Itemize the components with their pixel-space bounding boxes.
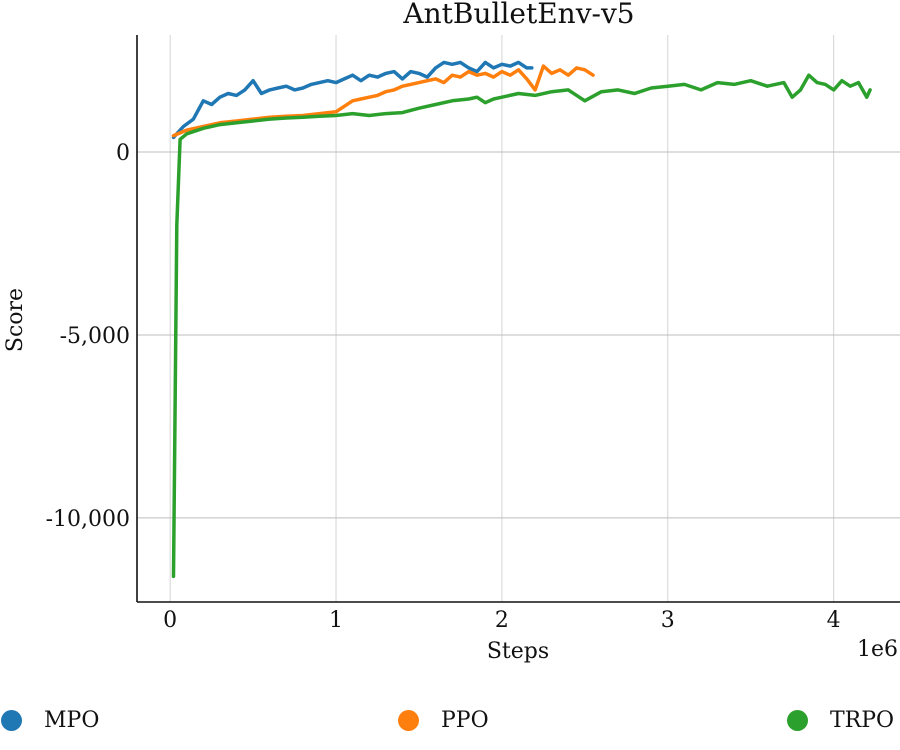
y-tick-label: -5,000 [60,324,130,349]
series-line-mpo [171,60,534,140]
x-offset-label: 1e6 [857,637,898,662]
x-tick-label: 3 [661,608,675,633]
y-tick-label: -10,000 [46,507,130,532]
series-lines [171,60,872,579]
x-tick-label: 1 [329,608,343,633]
legend-item-trpo: TRPO [787,704,894,736]
legend-dot-mpo [1,709,22,731]
legend-label-ppo: PPO [441,707,489,733]
x-tick-label: 2 [495,608,509,633]
legend-dot-ppo [398,709,419,731]
grid [137,35,900,602]
y-tick-label: 0 [116,141,130,166]
x-tick-label: 0 [163,608,177,633]
chart-title: AntBulletEnv-v5 [402,0,634,30]
chart: AntBulletEnv-v5 0 1 2 3 4 0 -5,000 -10,000 Step… [3,0,900,664]
legend-label-mpo: MPO [44,707,100,733]
y-axis-label: Score [3,288,28,352]
series-line-ppo [171,64,595,138]
legend-dot-trpo [787,709,808,731]
legend-item-ppo: PPO [398,704,489,736]
x-tick-label: 4 [827,608,841,633]
series-line-trpo [171,73,872,579]
x-axis-label: Steps [487,639,549,664]
legend: MPO PPO TRPO [0,704,900,736]
legend-label-trpo: TRPO [830,707,895,733]
tick-labels: 0 1 2 3 4 0 -5,000 -10,000 [46,141,841,633]
legend-item-mpo: MPO [1,704,99,736]
